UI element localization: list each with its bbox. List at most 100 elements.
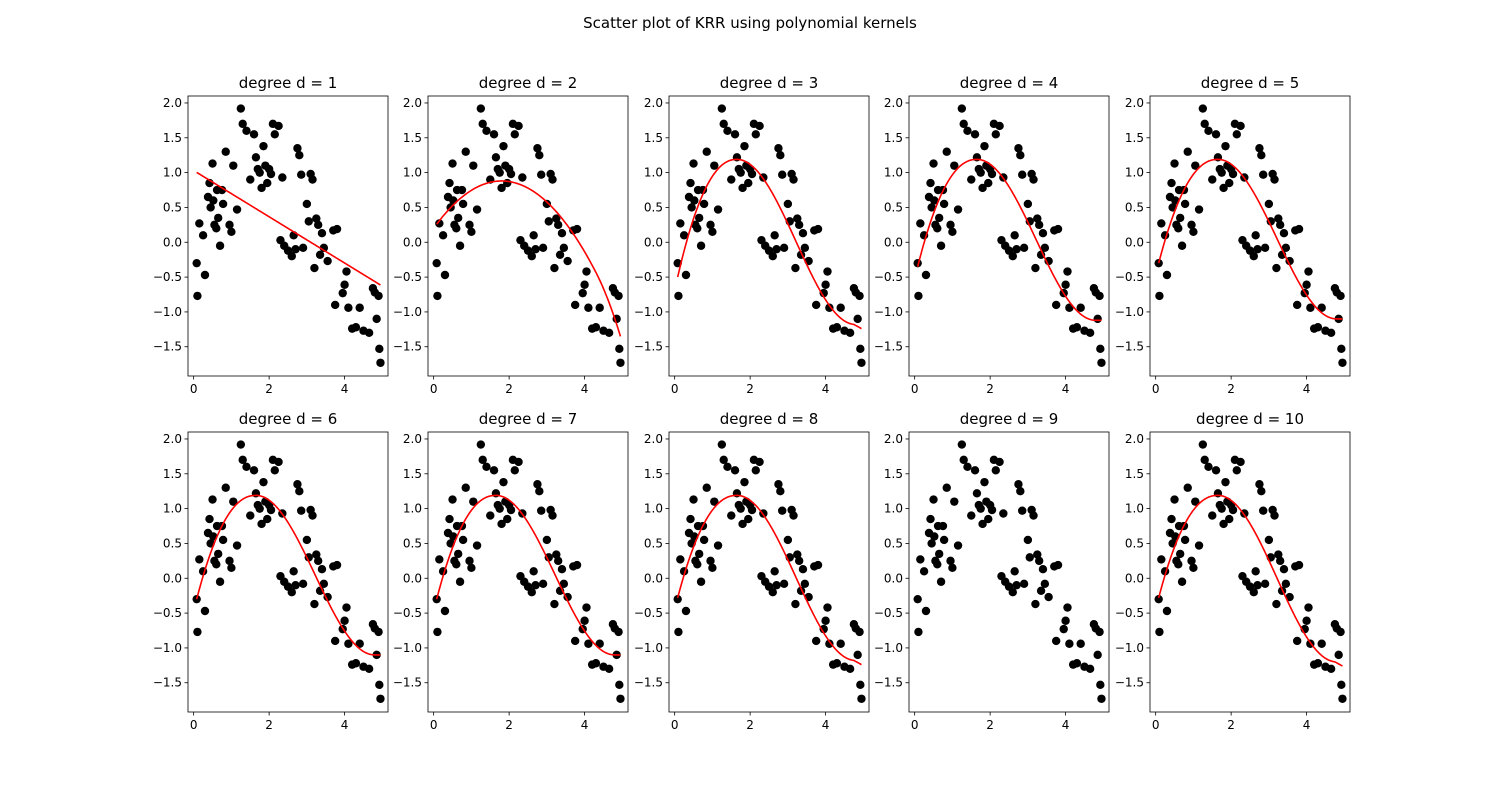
data-point xyxy=(681,270,691,280)
data-point xyxy=(192,258,201,268)
data-point xyxy=(266,169,276,179)
data-point xyxy=(913,594,922,604)
data-point xyxy=(768,251,777,261)
data-point xyxy=(440,270,450,280)
data-point xyxy=(1264,199,1274,209)
axes-frame xyxy=(427,431,629,713)
data-point xyxy=(1072,659,1082,668)
data-point xyxy=(227,227,236,237)
data-point xyxy=(221,483,230,492)
data-point xyxy=(1059,624,1068,634)
subplot-title: degree d = 1 xyxy=(239,74,338,92)
data-point xyxy=(686,514,695,524)
data-point xyxy=(615,344,624,354)
data-point xyxy=(713,205,723,214)
subplot-2: degree d = 2 −1.5 −1.0 −0.5 0.0 0.5 1.0 1.5 2.0 0… xyxy=(393,74,629,396)
data-point xyxy=(550,263,559,273)
y-tick-label: 1.0 xyxy=(884,502,903,516)
data-point xyxy=(478,455,487,465)
data-point xyxy=(1023,535,1033,545)
data-point xyxy=(195,219,204,228)
data-point xyxy=(489,130,499,139)
data-point xyxy=(503,178,512,188)
data-point xyxy=(604,328,614,338)
data-point xyxy=(967,511,976,520)
data-point xyxy=(595,303,604,312)
data-point xyxy=(1334,650,1343,660)
y-tick-label: −1.0 xyxy=(874,305,903,319)
data-point xyxy=(313,556,323,566)
data-point xyxy=(263,514,272,524)
data-point xyxy=(755,121,764,131)
data-point xyxy=(811,300,821,310)
data-point xyxy=(376,694,385,703)
data-point xyxy=(1257,151,1266,160)
data-point xyxy=(274,457,283,467)
data-point xyxy=(855,627,864,637)
data-point xyxy=(212,560,221,569)
data-point xyxy=(457,185,467,195)
data-point xyxy=(535,487,544,496)
x-tick-label: 4 xyxy=(1303,718,1311,732)
y-tick-label: −0.5 xyxy=(153,606,182,620)
data-point xyxy=(1014,480,1023,489)
data-point xyxy=(580,616,589,625)
subplot-3: degree d = 3 −1.5 −1.0 −0.5 0.0 0.5 1.0 1.5 2.0 0… xyxy=(634,74,870,396)
data-point xyxy=(563,256,572,266)
x-tick-label: 2 xyxy=(265,382,273,396)
data-point xyxy=(1076,303,1085,312)
data-point xyxy=(1174,224,1183,233)
data-point xyxy=(693,560,702,569)
data-point xyxy=(919,567,929,576)
data-point xyxy=(257,519,266,529)
data-point xyxy=(789,511,798,520)
data-point xyxy=(927,539,936,548)
data-point xyxy=(497,519,506,529)
data-point xyxy=(800,579,810,589)
data-point xyxy=(246,511,255,520)
data-point xyxy=(1257,487,1266,496)
data-point xyxy=(1211,130,1221,139)
data-point xyxy=(257,183,266,193)
data-point xyxy=(783,535,793,545)
data-point xyxy=(1266,217,1275,226)
data-point xyxy=(614,291,623,301)
data-point xyxy=(1061,616,1070,625)
data-point xyxy=(1281,243,1291,253)
data-point xyxy=(1096,680,1105,690)
subplot-title: degree d = 9 xyxy=(960,410,1059,428)
data-point xyxy=(270,130,279,139)
data-point xyxy=(1044,592,1053,602)
data-point xyxy=(719,119,728,129)
data-point xyxy=(342,267,351,276)
subplot-title: degree d = 6 xyxy=(239,410,338,428)
data-point xyxy=(232,205,242,214)
data-point xyxy=(195,555,204,564)
data-point xyxy=(1175,549,1185,559)
data-point xyxy=(293,144,302,153)
data-point xyxy=(317,229,327,238)
data-point xyxy=(963,462,972,472)
data-point xyxy=(706,556,715,566)
data-point xyxy=(469,497,478,506)
x-tick-label: 4 xyxy=(341,718,349,732)
data-point xyxy=(503,514,512,524)
data-point xyxy=(800,243,810,253)
data-point xyxy=(308,511,317,520)
axes-frame xyxy=(668,95,870,377)
data-point xyxy=(200,270,210,280)
data-point xyxy=(295,151,304,160)
data-point xyxy=(1063,267,1072,276)
data-point xyxy=(1167,514,1176,524)
data-point xyxy=(315,250,325,260)
data-point xyxy=(1040,243,1050,253)
data-point xyxy=(823,603,832,612)
data-point xyxy=(432,594,441,604)
data-point xyxy=(959,119,968,129)
data-point xyxy=(580,280,589,289)
data-point xyxy=(570,636,580,646)
data-point xyxy=(950,497,959,506)
data-point xyxy=(1326,664,1336,674)
data-point xyxy=(857,358,866,367)
data-point xyxy=(770,567,779,576)
